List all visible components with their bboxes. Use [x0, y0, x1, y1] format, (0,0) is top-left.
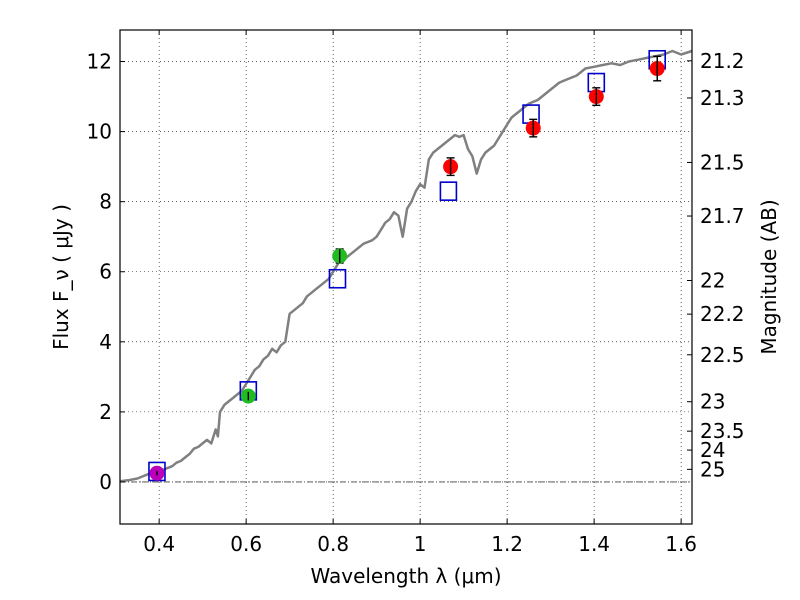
y2-tick-label: 22.2: [700, 302, 745, 326]
x-tick-label: 0.8: [317, 532, 349, 556]
y-tick-label: 0: [99, 470, 112, 494]
y-tick-label: 10: [87, 120, 112, 144]
x-tick-label: 0.4: [143, 532, 175, 556]
model-photometry-square: [439, 181, 458, 201]
y2-tick-label: 23.5: [700, 419, 745, 443]
plot-frame: [119, 29, 693, 525]
x-tick-label: 1.2: [491, 532, 523, 556]
x-tick-label: 1.6: [665, 532, 697, 556]
y-tick-label: 12: [87, 50, 112, 74]
x-tick-label: 0.6: [230, 532, 262, 556]
x-tick-label: 1: [414, 532, 427, 556]
y-tick-label: 2: [99, 400, 112, 424]
y2-tick-label: 24: [700, 438, 725, 462]
model-photometry-square: [328, 268, 347, 289]
x-tick-label: 1.4: [578, 532, 610, 556]
data-series: [119, 49, 693, 483]
y-tick-label: 6: [99, 260, 112, 284]
y2-tick-label: 25: [700, 457, 725, 481]
y2-tick-label: 22.5: [700, 343, 745, 367]
y2-tick-label: 21.5: [700, 150, 745, 174]
y2-axis-label: Magnitude (AB): [757, 199, 781, 354]
y-axis-label: Flux F_ν ( μJy ): [49, 204, 73, 350]
y-tick-label: 8: [99, 190, 112, 214]
y-tick-label: 4: [99, 330, 112, 354]
model-spectrum-line: [119, 49, 693, 483]
x-axis-ticks: 0.4 0.6 0.8 1 1.2 1.4 1.6: [143, 30, 697, 556]
y2-tick-label: 21.2: [700, 49, 745, 73]
y2-tick-label: 23: [700, 390, 725, 414]
y2-tick-label: 21.7: [700, 204, 745, 228]
x-axis-label: Wavelength λ (μm): [310, 564, 501, 588]
y2-tick-label: 22: [700, 269, 725, 293]
y-axis-ticks: 0 2 4 6 8 10 12: [87, 50, 125, 494]
grid-lines: [120, 30, 692, 524]
y2-tick-label: 21.3: [700, 86, 745, 110]
